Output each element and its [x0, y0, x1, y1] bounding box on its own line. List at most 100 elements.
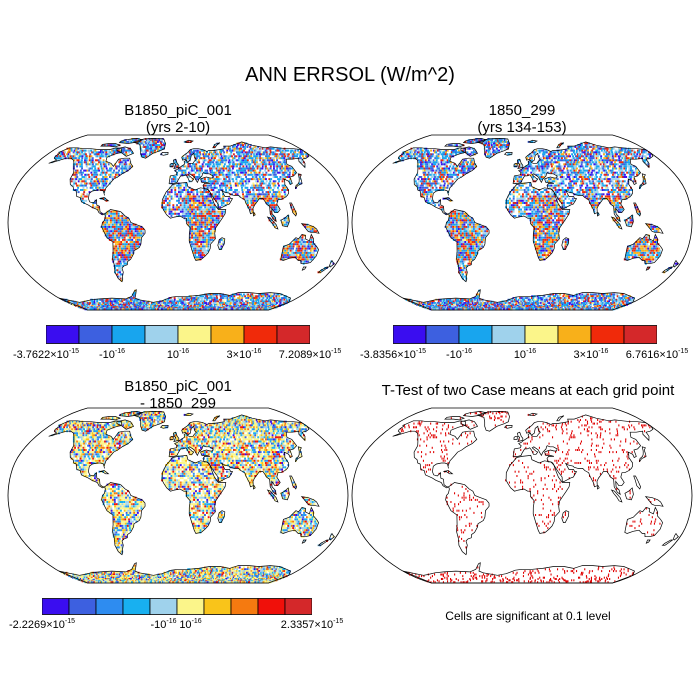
coastline-greatBritain — [172, 431, 180, 442]
coastline-australia — [280, 233, 319, 265]
coastline-philippines — [289, 202, 297, 217]
coastline-novayaZemlya — [556, 415, 565, 422]
coastline-greatBritain — [172, 158, 180, 169]
coastline-baffin — [460, 419, 479, 430]
map-outline — [351, 407, 693, 584]
coastline-svalbard — [527, 412, 538, 417]
coastline-newGuinea — [300, 496, 320, 507]
panel-title-case1-line2: (yrs 2-10) — [145, 119, 211, 136]
colorbar-tick-label: 10-16 — [166, 348, 190, 361]
coastline-southAmerica — [101, 209, 146, 283]
coastline-cuba — [99, 197, 110, 202]
coastline-svalbard — [527, 139, 538, 144]
panel-title-case2-line2: (yrs 134-153) — [477, 119, 567, 136]
coastline-madagascar — [217, 510, 226, 523]
coastline-canadaIsles2 — [118, 411, 144, 417]
coastline-greenland — [476, 411, 510, 432]
coastline-northAmerica — [392, 147, 478, 216]
coastline-southAmerica — [445, 482, 490, 556]
colorbar-swatch — [257, 598, 286, 615]
coastline-svalbard — [183, 139, 194, 144]
coastline-newZealandN — [673, 259, 679, 268]
coastline-japan — [295, 173, 303, 190]
coastline-cuba — [443, 470, 454, 475]
coastline-philippines — [289, 475, 297, 490]
colorbar-case1 — [46, 325, 310, 344]
coastline-canadaIsles1 — [100, 143, 122, 148]
coastline-japan — [639, 173, 647, 190]
coastline-sumatra — [266, 489, 279, 503]
coastline-japan — [639, 446, 647, 463]
coastline-tasmania — [645, 266, 651, 271]
colorbar-swatch — [425, 325, 460, 344]
coastline-greenland — [132, 411, 166, 432]
coastline-newZealandS — [661, 266, 674, 273]
coastline-svalbard — [183, 412, 194, 417]
coastline-africa — [161, 455, 227, 534]
map-cells — [51, 138, 335, 311]
coastline-ireland — [169, 435, 174, 440]
panel-title-case1-line1: B1850_piC_001 — [124, 102, 232, 119]
map-cells — [51, 411, 335, 584]
coastline-japan — [295, 446, 303, 463]
coastline-newZealandN — [329, 259, 335, 268]
colorbar-tick-label: 10-16 — [513, 348, 537, 361]
colorbar-swatch — [122, 598, 151, 615]
coastline-iceland — [503, 152, 513, 156]
coastline-canadaIsles1 — [444, 416, 466, 421]
coastline-novayaZemlya — [556, 142, 565, 149]
coastline-novayaZemlya — [212, 415, 221, 422]
coastlines — [48, 411, 335, 584]
colorbar-tick-label: 10-16 — [179, 618, 202, 631]
coastline-sriLanka — [596, 485, 600, 490]
colorbar-swatch — [68, 598, 97, 615]
colorbar-swatch — [42, 598, 70, 615]
colorbar-case2 — [393, 325, 657, 344]
coastline-borneo — [624, 487, 634, 501]
panel-title-case1: B1850_piC_001 (yrs 2-10) — [8, 102, 348, 136]
coastline-borneo — [624, 214, 634, 228]
coastline-iceland — [503, 425, 513, 429]
ttest-caption: Cells are significant at 0.1 level — [445, 609, 611, 623]
coastline-eurasia — [512, 414, 654, 496]
main-title: ANN ERRSOL (W/m^2) — [245, 64, 455, 86]
coastline-iceland — [159, 425, 169, 429]
colorbar-tick-label: -10-16 — [150, 618, 177, 631]
panel-title-case2-line1: 1850_299 — [488, 102, 556, 119]
colorbar-tick-label: -3.8356×10-15 — [359, 348, 427, 361]
colorbar-tick-label: -3.7622×10-15 — [12, 348, 80, 361]
colorbar-swatch — [230, 598, 259, 615]
colorbar-tick-label: 6.7616×10-15 — [625, 348, 689, 361]
coastline-eurasia — [168, 141, 310, 223]
coastline-philippines — [633, 475, 641, 490]
colorbar-tick-label: -10-16 — [98, 348, 126, 361]
coastline-newGuinea — [644, 496, 664, 507]
colorbar-swatch — [276, 325, 310, 344]
coastline-borneo — [280, 214, 290, 228]
colorbar-diff — [42, 598, 312, 615]
coastline-sumatra — [610, 216, 623, 230]
colorbar-swatch — [491, 325, 526, 344]
coastline-novayaZemlya — [212, 142, 221, 149]
coastline-northAmerica — [48, 147, 134, 216]
coastline-southAmerica — [101, 482, 146, 556]
map-diff — [7, 407, 349, 584]
coastline-newZealandN — [329, 532, 335, 541]
colorbar-swatch — [144, 325, 179, 344]
colorbar-tick-label: 3×10-16 — [226, 348, 262, 361]
colorbar-swatch — [243, 325, 278, 344]
coastline-tasmania — [645, 539, 651, 544]
coastline-antarctica — [402, 562, 635, 584]
colorbar-swatch — [590, 325, 625, 344]
panel-title-diff-line1: B1850_piC_001 — [124, 378, 232, 395]
coastline-africa — [505, 182, 571, 261]
coastline-cuba — [443, 197, 454, 202]
coastlines — [392, 138, 679, 311]
colorbar-swatch — [177, 325, 212, 344]
coastline-ireland — [169, 162, 174, 167]
coastline-canadaIsles1 — [444, 143, 466, 148]
colorbar-swatch — [149, 598, 178, 615]
colorbar-swatch — [210, 325, 245, 344]
coastline-australia — [280, 506, 319, 538]
colorbar-tick-label: -2.2269×10-15 — [8, 618, 76, 631]
